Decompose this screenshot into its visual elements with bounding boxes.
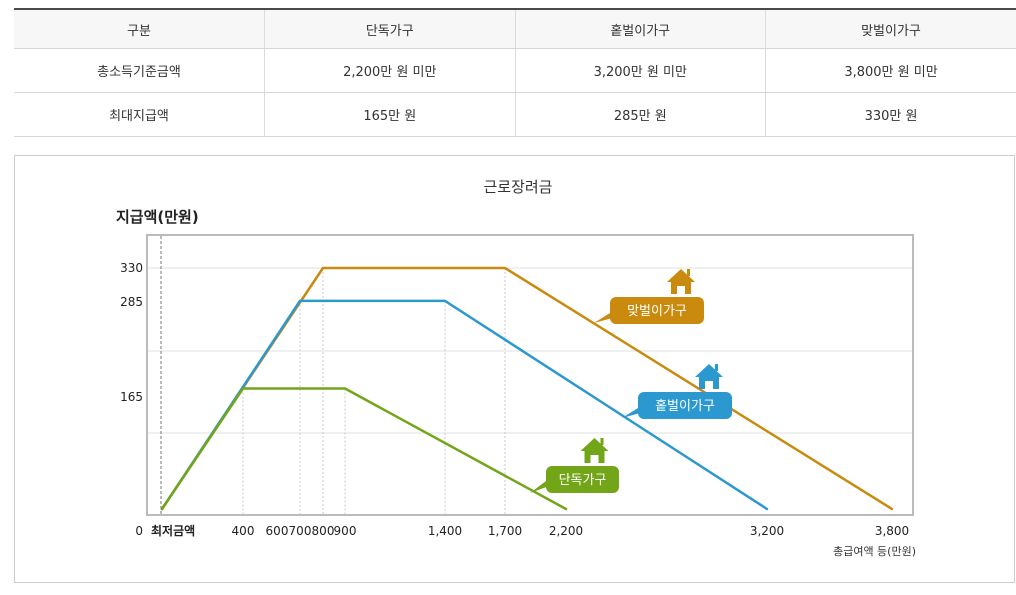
y-tick-label: 165 <box>120 390 143 404</box>
label-tag <box>546 466 619 493</box>
plot-area <box>146 234 914 516</box>
tick-labels: 최저금액 400 600 700 800 900 1,400 1,700 2,200 3,200 3… <box>120 261 909 538</box>
guide-lines <box>242 268 506 514</box>
house-icon <box>695 364 723 389</box>
label-text: 맞벌이가구 <box>627 304 687 319</box>
y-axis-title: 지급액(만원) <box>116 208 199 226</box>
chart-title: 근로장려금 <box>483 178 552 196</box>
table-row: 최대지급액 165만 원 285만 원 330만 원 <box>14 92 1016 137</box>
house-roof <box>667 269 695 282</box>
row-label: 총소득기준금액 <box>14 48 265 93</box>
house-roof <box>580 438 609 451</box>
x-axis-title: 총급여액 등(만원) <box>833 545 916 558</box>
house-window <box>705 381 713 389</box>
header-dual-income: 맞벌이가구 <box>765 9 1016 49</box>
table-cell: 3,200만 원 미만 <box>514 48 766 93</box>
series-lines <box>160 266 894 511</box>
x-tick-label: 3,800 <box>875 524 909 538</box>
x-tick-label: 최저금액 <box>151 523 195 538</box>
label-text: 홑벌이가구 <box>655 399 715 414</box>
header-single-income: 홑벌이가구 <box>514 9 766 49</box>
house-icon <box>667 269 695 294</box>
series-label-1: 맞벌이가구 <box>594 269 704 324</box>
label-tag <box>638 392 732 419</box>
y-tick-label: 330 <box>120 261 143 275</box>
y-tick-label: 0 <box>135 524 143 538</box>
row-label: 최대지급액 <box>14 92 265 137</box>
house-chimney <box>715 364 718 371</box>
house-chimney <box>687 269 690 276</box>
table-cell: 165만 원 <box>264 92 515 137</box>
series-line <box>160 387 568 511</box>
label-tag <box>610 297 704 324</box>
x-tick-label: 600 <box>266 524 289 538</box>
label-text: 단독가구 <box>559 473 607 488</box>
x-tick-label: 400 <box>232 524 255 538</box>
table-cell: 2,200만 원 미만 <box>264 48 515 93</box>
x-tick-label: 1,400 <box>428 524 462 538</box>
series-label-3: 단독가구 <box>530 438 619 493</box>
line-chart: 근로장려금 지급액(만원) 최저금액 400 600 700 800 900 1,400 1,… <box>116 178 916 558</box>
x-tick-label: 800 <box>312 524 335 538</box>
x-tick-label: 3,200 <box>750 524 784 538</box>
house-icon <box>580 438 609 463</box>
house-window <box>677 286 685 294</box>
table-cell: 330만 원 <box>765 92 1016 137</box>
x-tick-label: 2,200 <box>549 524 583 538</box>
house-roof <box>695 364 723 377</box>
table-cell: 285만 원 <box>514 92 766 137</box>
x-tick-label: 700 <box>289 524 312 538</box>
x-tick-label: 1,700 <box>488 524 522 538</box>
grid-lines <box>148 236 912 514</box>
info-table: 구분 단독가구 홑벌이가구 맞벌이가구 총소득기준금액 2,200만 원 미만 … <box>14 8 1016 137</box>
x-tick-label: 900 <box>334 524 357 538</box>
table-header-row: 구분 단독가구 홑벌이가구 맞벌이가구 <box>14 9 1016 49</box>
table-cell: 3,800만 원 미만 <box>765 48 1016 93</box>
table-row: 총소득기준금액 2,200만 원 미만 3,200만 원 미만 3,800만 원… <box>14 48 1016 93</box>
house-chimney <box>600 438 604 445</box>
house-window <box>590 455 599 463</box>
series-label-2: 홑벌이가구 <box>622 364 732 419</box>
header-single: 단독가구 <box>264 9 515 49</box>
header-category: 구분 <box>14 9 265 49</box>
chart-panel: 근로장려금 지급액(만원) 최저금액 400 600 700 800 900 1,400 1,… <box>14 155 1015 583</box>
y-tick-label: 285 <box>120 295 143 309</box>
